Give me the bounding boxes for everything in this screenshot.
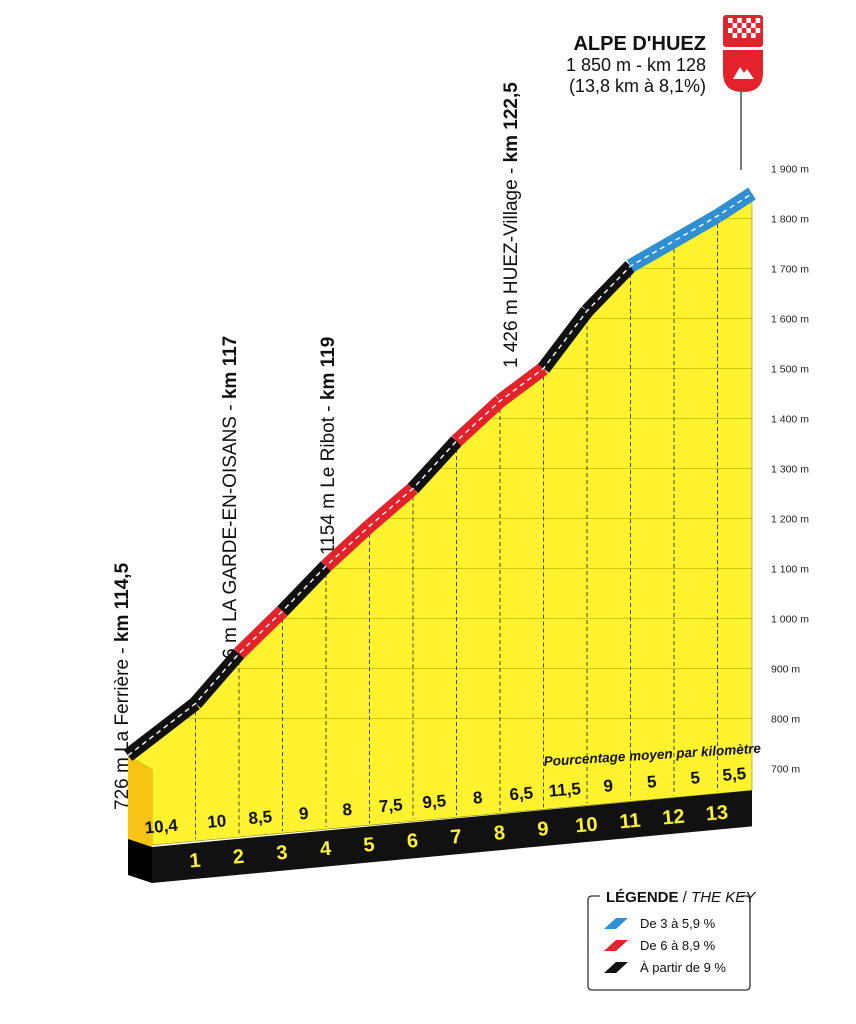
y-axis-tick-label: 800 m — [771, 714, 800, 726]
km-marker-label: 3 — [275, 842, 288, 865]
legend-swatch — [604, 918, 628, 929]
legend: LÉGENDE / THE KEY De 3 à 5,9 % De 6 à 8,9… — [587, 889, 756, 991]
km-marker-label: 10 — [574, 814, 598, 838]
gradient-value-label: 5 — [646, 772, 657, 792]
km-marker-label: 5 — [362, 834, 375, 857]
y-axis-tick-label: 1 600 m — [771, 314, 809, 326]
y-axis-tick-label: 900 m — [771, 664, 800, 676]
gradient-value-label: 8,5 — [248, 807, 273, 828]
y-axis-tick-label: 1 800 m — [771, 214, 809, 226]
summit-altitude-km: 1 850 m - km 128 — [566, 55, 706, 75]
legend-item-label: De 3 à 5,9 % — [640, 916, 716, 931]
waypoint-label-le-ribot: 1154 m Le Ribot - km 119 — [318, 337, 339, 555]
y-axis-tick-label: 1 200 m — [771, 514, 809, 526]
legend-swatch — [604, 962, 628, 973]
waypoint-label-la-ferriere: 726 m La Ferrière - km 114,5 — [112, 562, 133, 810]
km-marker-label: 13 — [705, 802, 729, 826]
flag-check-square — [751, 23, 756, 28]
flag-check-square — [746, 18, 751, 23]
profile-side-face — [128, 755, 152, 847]
legend-item-label: De 6 à 8,9 % — [640, 938, 716, 953]
km-marker-label: 8 — [493, 822, 506, 845]
gradient-value-label: 9,5 — [422, 791, 447, 812]
flag-check-square — [755, 28, 761, 33]
gradient-value-label: 8 — [472, 788, 483, 808]
legend-item-label: À partir de 9 % — [640, 960, 726, 975]
summit-name: ALPE D'HUEZ — [573, 33, 706, 55]
base-strip — [152, 790, 752, 883]
road-center-dash — [127, 192, 753, 757]
legend-item: À partir de 9 % — [604, 960, 726, 975]
y-axis-tick-label: 1 900 m — [771, 164, 809, 176]
flag-check-square — [737, 18, 742, 23]
gradient-value-label: 10,4 — [144, 816, 179, 838]
summit-average-gradient: (13,8 km à 8,1%) — [569, 76, 706, 96]
km-marker-label: 7 — [449, 826, 462, 849]
flag-check-square — [728, 28, 733, 33]
km-marker-label: 12 — [661, 806, 685, 830]
y-axis-tick-label: 1 100 m — [771, 564, 809, 576]
flag-check-square — [741, 33, 747, 38]
road-segment — [123, 697, 200, 762]
y-axis-tick-label: 1 300 m — [771, 464, 809, 476]
km-marker-label: 4 — [319, 838, 333, 861]
gradient-value-label: 6,5 — [509, 783, 534, 804]
waypoint-label-la-garde-en-oisans: 906 m LA GARDE-EN-OISANS - km 117 — [220, 336, 241, 680]
flag-check-square — [732, 23, 738, 28]
legend-swatch — [604, 940, 628, 951]
km-marker-label: 9 — [536, 818, 549, 841]
gradient-value-label: 7,5 — [378, 795, 403, 816]
finish-checkered-flag-icon — [723, 15, 763, 47]
km-marker-label: 6 — [406, 830, 419, 853]
gradient-value-label: 5,5 — [722, 764, 747, 785]
legend-item: De 3 à 5,9 % — [604, 916, 716, 931]
gradient-value-label: 10 — [207, 811, 228, 832]
y-axis-tick-label: 1 000 m — [771, 614, 809, 626]
legend-frame — [587, 895, 751, 991]
flag-check-square — [741, 23, 747, 28]
km-marker-label: 11 — [618, 810, 641, 834]
legend-title: LÉGENDE / THE KEY — [606, 889, 756, 906]
gradient-value-label: 9 — [603, 776, 614, 796]
flag-check-square — [751, 33, 756, 38]
km-marker-label: 2 — [232, 846, 245, 869]
gradient-value-label: 5 — [690, 768, 701, 788]
gradient-value-label: 11,5 — [548, 779, 582, 801]
flag-check-square — [728, 18, 733, 23]
summit-mountain-icon — [723, 50, 763, 92]
y-axis-tick-label: 700 m — [771, 764, 800, 776]
waypoint-label-huez-village: 1 426 m HUEZ-Village - km 122,5 — [501, 82, 522, 368]
y-axis-tick-label: 1 700 m — [771, 264, 809, 276]
flag-check-square — [732, 33, 738, 38]
legend-item: De 6 à 8,9 % — [604, 938, 716, 953]
gradient-value-label: 9 — [298, 804, 309, 824]
base-strip-side — [128, 839, 152, 883]
km-marker-label: 1 — [188, 850, 201, 873]
y-axis-tick-label: 1 500 m — [771, 364, 809, 376]
flag-check-square — [737, 28, 742, 33]
flag-check-square — [746, 28, 751, 33]
flag-check-square — [755, 18, 761, 23]
gradient-value-label: 8 — [342, 800, 353, 820]
y-axis-tick-label: 1 400 m — [771, 414, 809, 426]
